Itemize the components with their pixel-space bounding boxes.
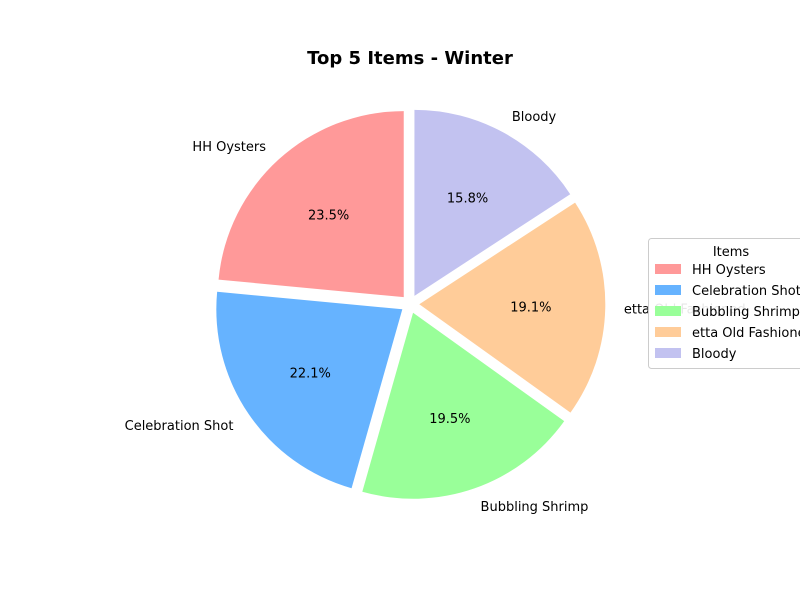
chart-title: Top 5 Items - Winter <box>307 48 513 69</box>
percent-label-etta-old-fashioned: 19.1% <box>510 301 551 316</box>
legend-label-bubbling-shrimp: Bubbling Shrimp <box>692 305 800 320</box>
slice-label-celebration-shot: Celebration Shot <box>125 419 234 434</box>
legend-title: Items <box>713 245 750 260</box>
pie-slice-hh-oysters <box>218 111 404 298</box>
legend-label-bloody: Bloody <box>692 347 737 362</box>
legend-frame <box>648 238 800 369</box>
legend-label-celebration-shot: Celebration Shot <box>692 284 800 299</box>
slice-label-bubbling-shrimp: Bubbling Shrimp <box>481 500 589 515</box>
legend-label-hh-oysters: HH Oysters <box>692 263 766 278</box>
percent-label-celebration-shot: 22.1% <box>290 366 331 381</box>
slice-label-bloody: Bloody <box>512 110 557 125</box>
percent-labels: 23.5% 22.1% 19.5% 19.1% 15.8% <box>290 192 552 427</box>
percent-label-hh-oysters: 23.5% <box>308 209 349 224</box>
legend-swatch-bubbling-shrimp <box>655 306 681 316</box>
legend-swatch-etta-old-fashioned <box>655 327 681 337</box>
pie-slice-bubbling-shrimp <box>362 312 565 499</box>
pie-slice-etta-old-fashioned <box>419 202 606 413</box>
percent-label-bubbling-shrimp: 19.5% <box>429 412 470 427</box>
legend-swatch-hh-oysters <box>655 264 681 274</box>
legend-entries: HH Oysters Celebration Shot Bubbling Shrim… <box>655 263 800 362</box>
percent-label-bloody: 15.8% <box>447 192 488 207</box>
pie-slice-celebration-shot <box>216 291 403 489</box>
pie-slice-bloody <box>414 109 571 296</box>
legend-label-etta-old-fashioned: etta Old Fashioned <box>692 326 800 341</box>
pie-slices <box>216 109 606 499</box>
legend-swatch-bloody <box>655 348 681 358</box>
legend: Items HH Oysters Celebration Shot Bubbling… <box>648 238 800 369</box>
slice-label-hh-oysters: HH Oysters <box>192 140 266 155</box>
legend-swatch-celebration-shot <box>655 285 681 295</box>
